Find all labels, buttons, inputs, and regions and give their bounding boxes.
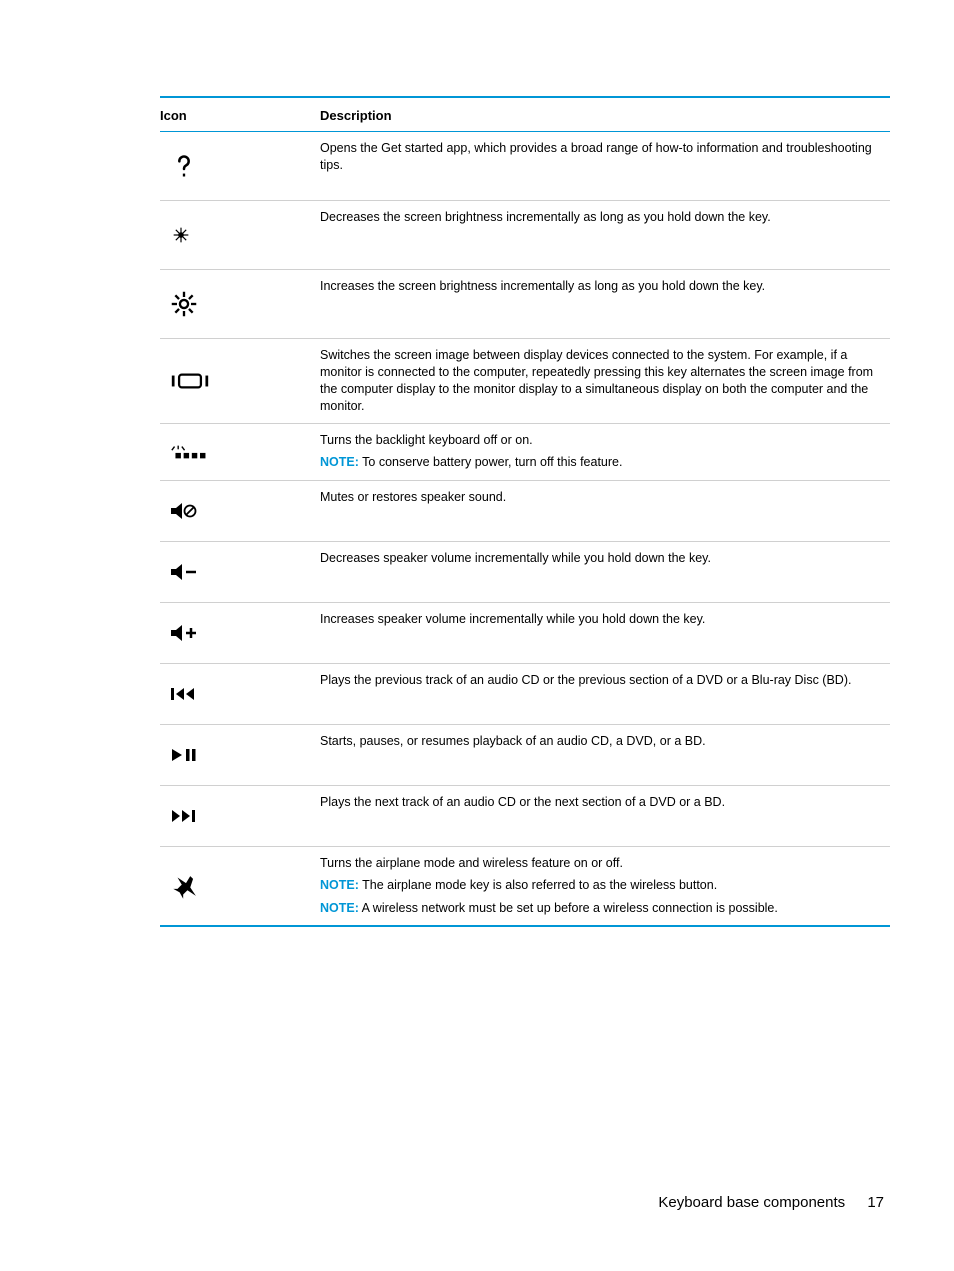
description-text: Turns the backlight keyboard off or on. N…: [320, 432, 886, 472]
description-text: Starts, pauses, or resumes playback of a…: [320, 733, 886, 750]
description-line: Increases speaker volume incrementally w…: [320, 611, 886, 628]
page: Icon Description Opens the Get started a…: [0, 0, 954, 1271]
description-cell: Plays the next track of an audio CD or t…: [320, 785, 890, 846]
action-keys-table: Icon Description Opens the Get started a…: [160, 96, 890, 927]
mute-icon: [160, 487, 320, 535]
prev-track-icon: [160, 670, 320, 718]
note-label: NOTE:: [320, 901, 359, 915]
note-label: NOTE:: [320, 878, 359, 892]
page-footer: Keyboard base components 17: [658, 1194, 884, 1211]
description-text: Decreases speaker volume incrementally w…: [320, 550, 886, 567]
description-line: Decreases the screen brightness incremen…: [320, 209, 886, 226]
table-row: Plays the next track of an audio CD or t…: [160, 785, 890, 846]
icon-cell: [160, 663, 320, 724]
description-line: Decreases speaker volume incrementally w…: [320, 550, 886, 567]
note-line: NOTE: To conserve battery power, turn of…: [320, 454, 886, 471]
airplane-icon: [160, 853, 320, 919]
header-icon: Icon: [160, 97, 320, 132]
icon-cell: [160, 846, 320, 926]
note-text: A wireless network must be set up before…: [359, 901, 778, 915]
table-row: Mutes or restores speaker sound.: [160, 480, 890, 541]
play-pause-icon: [160, 731, 320, 779]
description-cell: Switches the screen image between displa…: [320, 339, 890, 424]
table-row: Starts, pauses, or resumes playback of a…: [160, 724, 890, 785]
description-cell: Decreases the screen brightness incremen…: [320, 201, 890, 270]
description-cell: Starts, pauses, or resumes playback of a…: [320, 724, 890, 785]
description-text: Plays the previous track of an audio CD …: [320, 672, 886, 689]
description-cell: Turns the backlight keyboard off or on. N…: [320, 423, 890, 480]
description-text: Increases the screen brightness incremen…: [320, 278, 886, 295]
table-header: Icon Description: [160, 97, 890, 132]
description-line: Turns the airplane mode and wireless fea…: [320, 855, 886, 872]
icon-cell: [160, 480, 320, 541]
description-cell: Mutes or restores speaker sound.: [320, 480, 890, 541]
table-row: Turns the backlight keyboard off or on. N…: [160, 423, 890, 480]
icon-cell: [160, 785, 320, 846]
table-row: Plays the previous track of an audio CD …: [160, 663, 890, 724]
icon-cell: [160, 724, 320, 785]
description-cell: Decreases speaker volume incrementally w…: [320, 541, 890, 602]
description-line: Switches the screen image between displa…: [320, 347, 886, 415]
description-text: Opens the Get started app, which provide…: [320, 140, 886, 174]
note-label: NOTE:: [320, 455, 359, 469]
switch-display-icon: [160, 353, 320, 409]
footer-page-number: 17: [867, 1194, 884, 1211]
table-row: Decreases speaker volume incrementally w…: [160, 541, 890, 602]
table-body: Opens the Get started app, which provide…: [160, 132, 890, 927]
note-text: To conserve battery power, turn off this…: [359, 455, 623, 469]
description-line: Mutes or restores speaker sound.: [320, 489, 886, 506]
description-line: Plays the previous track of an audio CD …: [320, 672, 886, 689]
description-line: Plays the next track of an audio CD or t…: [320, 794, 886, 811]
volume-down-icon: [160, 548, 320, 596]
note-line: NOTE: A wireless network must be set up …: [320, 900, 886, 917]
icon-cell: [160, 541, 320, 602]
keyboard-backlight-icon: [160, 430, 320, 474]
description-line: Increases the screen brightness incremen…: [320, 278, 886, 295]
description-line: Opens the Get started app, which provide…: [320, 140, 886, 174]
icon-cell: [160, 602, 320, 663]
description-cell: Increases speaker volume incrementally w…: [320, 602, 890, 663]
description-text: Increases speaker volume incrementally w…: [320, 611, 886, 628]
brightness-up-icon: [160, 276, 320, 332]
icon-cell: [160, 339, 320, 424]
description-cell: Turns the airplane mode and wireless fea…: [320, 846, 890, 926]
description-line: Starts, pauses, or resumes playback of a…: [320, 733, 886, 750]
table-row: Opens the Get started app, which provide…: [160, 132, 890, 201]
table-row: Decreases the screen brightness incremen…: [160, 201, 890, 270]
note-text: The airplane mode key is also referred t…: [359, 878, 717, 892]
description-cell: Increases the screen brightness incremen…: [320, 270, 890, 339]
icon-cell: [160, 201, 320, 270]
description-text: Mutes or restores speaker sound.: [320, 489, 886, 506]
next-track-icon: [160, 792, 320, 840]
volume-up-icon: [160, 609, 320, 657]
header-description: Description: [320, 97, 890, 132]
footer-section: Keyboard base components: [658, 1194, 845, 1211]
note-line: NOTE: The airplane mode key is also refe…: [320, 877, 886, 894]
icon-cell: [160, 270, 320, 339]
brightness-down-icon: [160, 207, 320, 263]
table-row: Increases the screen brightness incremen…: [160, 270, 890, 339]
description-line: Turns the backlight keyboard off or on.: [320, 432, 886, 449]
description-text: Switches the screen image between displa…: [320, 347, 886, 415]
icon-cell: [160, 132, 320, 201]
description-text: Plays the next track of an audio CD or t…: [320, 794, 886, 811]
table-row: Switches the screen image between displa…: [160, 339, 890, 424]
table-row: Increases speaker volume incrementally w…: [160, 602, 890, 663]
icon-cell: [160, 423, 320, 480]
description-cell: Opens the Get started app, which provide…: [320, 132, 890, 201]
table-row: Turns the airplane mode and wireless fea…: [160, 846, 890, 926]
help-icon: [160, 138, 320, 194]
description-cell: Plays the previous track of an audio CD …: [320, 663, 890, 724]
header-row: Icon Description: [160, 97, 890, 132]
description-text: Turns the airplane mode and wireless fea…: [320, 855, 886, 918]
table: Icon Description Opens the Get started a…: [160, 96, 890, 927]
description-text: Decreases the screen brightness incremen…: [320, 209, 886, 226]
